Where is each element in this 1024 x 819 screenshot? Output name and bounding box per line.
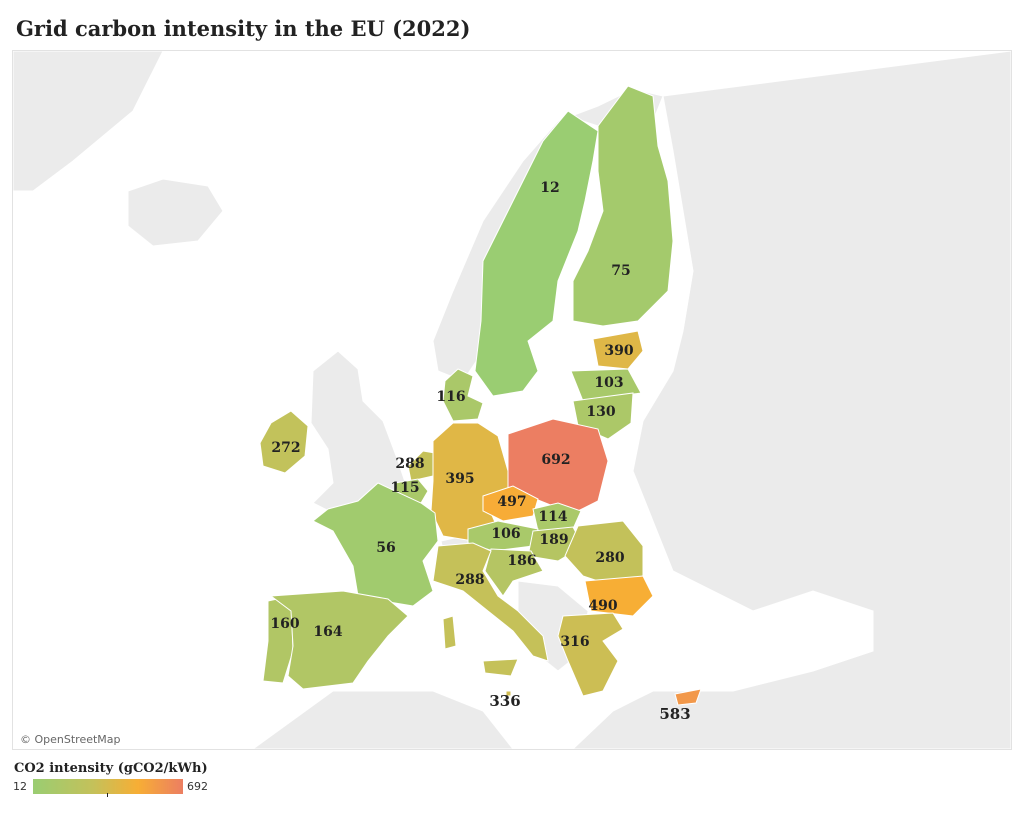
iceland-land xyxy=(127,178,224,247)
background-land xyxy=(13,51,1011,749)
value-labels: 12 75 390 103 130 116 272 288 115 395 69… xyxy=(270,180,690,723)
label-hungary: 189 xyxy=(539,532,568,548)
country-ireland[interactable] xyxy=(259,410,309,474)
label-ireland: 272 xyxy=(271,440,300,456)
africa-land xyxy=(252,690,514,749)
country-italy-sardinia[interactable] xyxy=(442,615,457,650)
label-malta: 336 xyxy=(489,692,520,710)
label-slovenia-croatia: 186 xyxy=(507,553,536,569)
label-denmark: 116 xyxy=(436,389,465,405)
map-canvas[interactable]: 12 75 390 103 130 116 272 288 115 395 69… xyxy=(12,50,1012,750)
label-sweden: 12 xyxy=(540,180,559,196)
label-romania: 280 xyxy=(595,550,624,566)
country-slovakia[interactable] xyxy=(532,502,582,532)
label-poland: 692 xyxy=(541,452,570,468)
country-estonia[interactable] xyxy=(592,330,644,370)
label-netherlands: 288 xyxy=(395,456,424,472)
label-greece: 316 xyxy=(560,634,589,650)
label-spain: 164 xyxy=(313,624,342,640)
east-land xyxy=(572,51,1011,749)
label-austria: 106 xyxy=(491,526,520,542)
label-italy: 288 xyxy=(455,572,484,588)
legend-min-label: 12 xyxy=(13,780,27,793)
legend-color-ramp xyxy=(33,779,183,794)
label-portugal: 160 xyxy=(270,616,299,632)
label-cyprus: 583 xyxy=(659,705,690,723)
label-belgium: 115 xyxy=(390,480,419,496)
label-france: 56 xyxy=(376,540,395,556)
country-bulgaria[interactable] xyxy=(584,575,654,617)
country-latvia[interactable] xyxy=(570,368,642,402)
legend-title: CO2 intensity (gCO2/kWh) xyxy=(14,761,208,776)
legend-max-label: 692 xyxy=(187,780,208,793)
country-cyprus[interactable] xyxy=(674,688,702,706)
country-slovenia-croatia[interactable] xyxy=(484,548,544,597)
country-sweden[interactable] xyxy=(474,110,599,397)
label-estonia: 390 xyxy=(604,343,633,359)
country-italy[interactable] xyxy=(432,542,549,662)
label-czechia: 497 xyxy=(497,494,526,510)
label-latvia: 103 xyxy=(594,375,623,391)
country-czechia[interactable] xyxy=(482,485,539,522)
map-attribution[interactable]: © OpenStreetMap xyxy=(20,733,121,746)
country-denmark[interactable] xyxy=(442,368,484,422)
country-greece[interactable] xyxy=(557,612,624,697)
label-slovakia: 114 xyxy=(538,509,567,525)
country-italy-sicily[interactable] xyxy=(482,658,519,677)
map-svg: 12 75 390 103 130 116 272 288 115 395 69… xyxy=(13,51,1011,749)
label-germany: 395 xyxy=(445,471,474,487)
greenland-land xyxy=(13,51,164,192)
legend-tick xyxy=(107,793,108,797)
label-lithuania: 130 xyxy=(586,404,615,420)
country-finland[interactable] xyxy=(572,85,674,327)
map-title: Grid carbon intensity in the EU (2022) xyxy=(16,16,471,41)
label-finland: 75 xyxy=(611,263,630,279)
eu-countries xyxy=(259,85,702,706)
label-bulgaria: 490 xyxy=(588,598,617,614)
country-spain[interactable] xyxy=(269,590,409,690)
country-malta[interactable] xyxy=(505,690,512,697)
